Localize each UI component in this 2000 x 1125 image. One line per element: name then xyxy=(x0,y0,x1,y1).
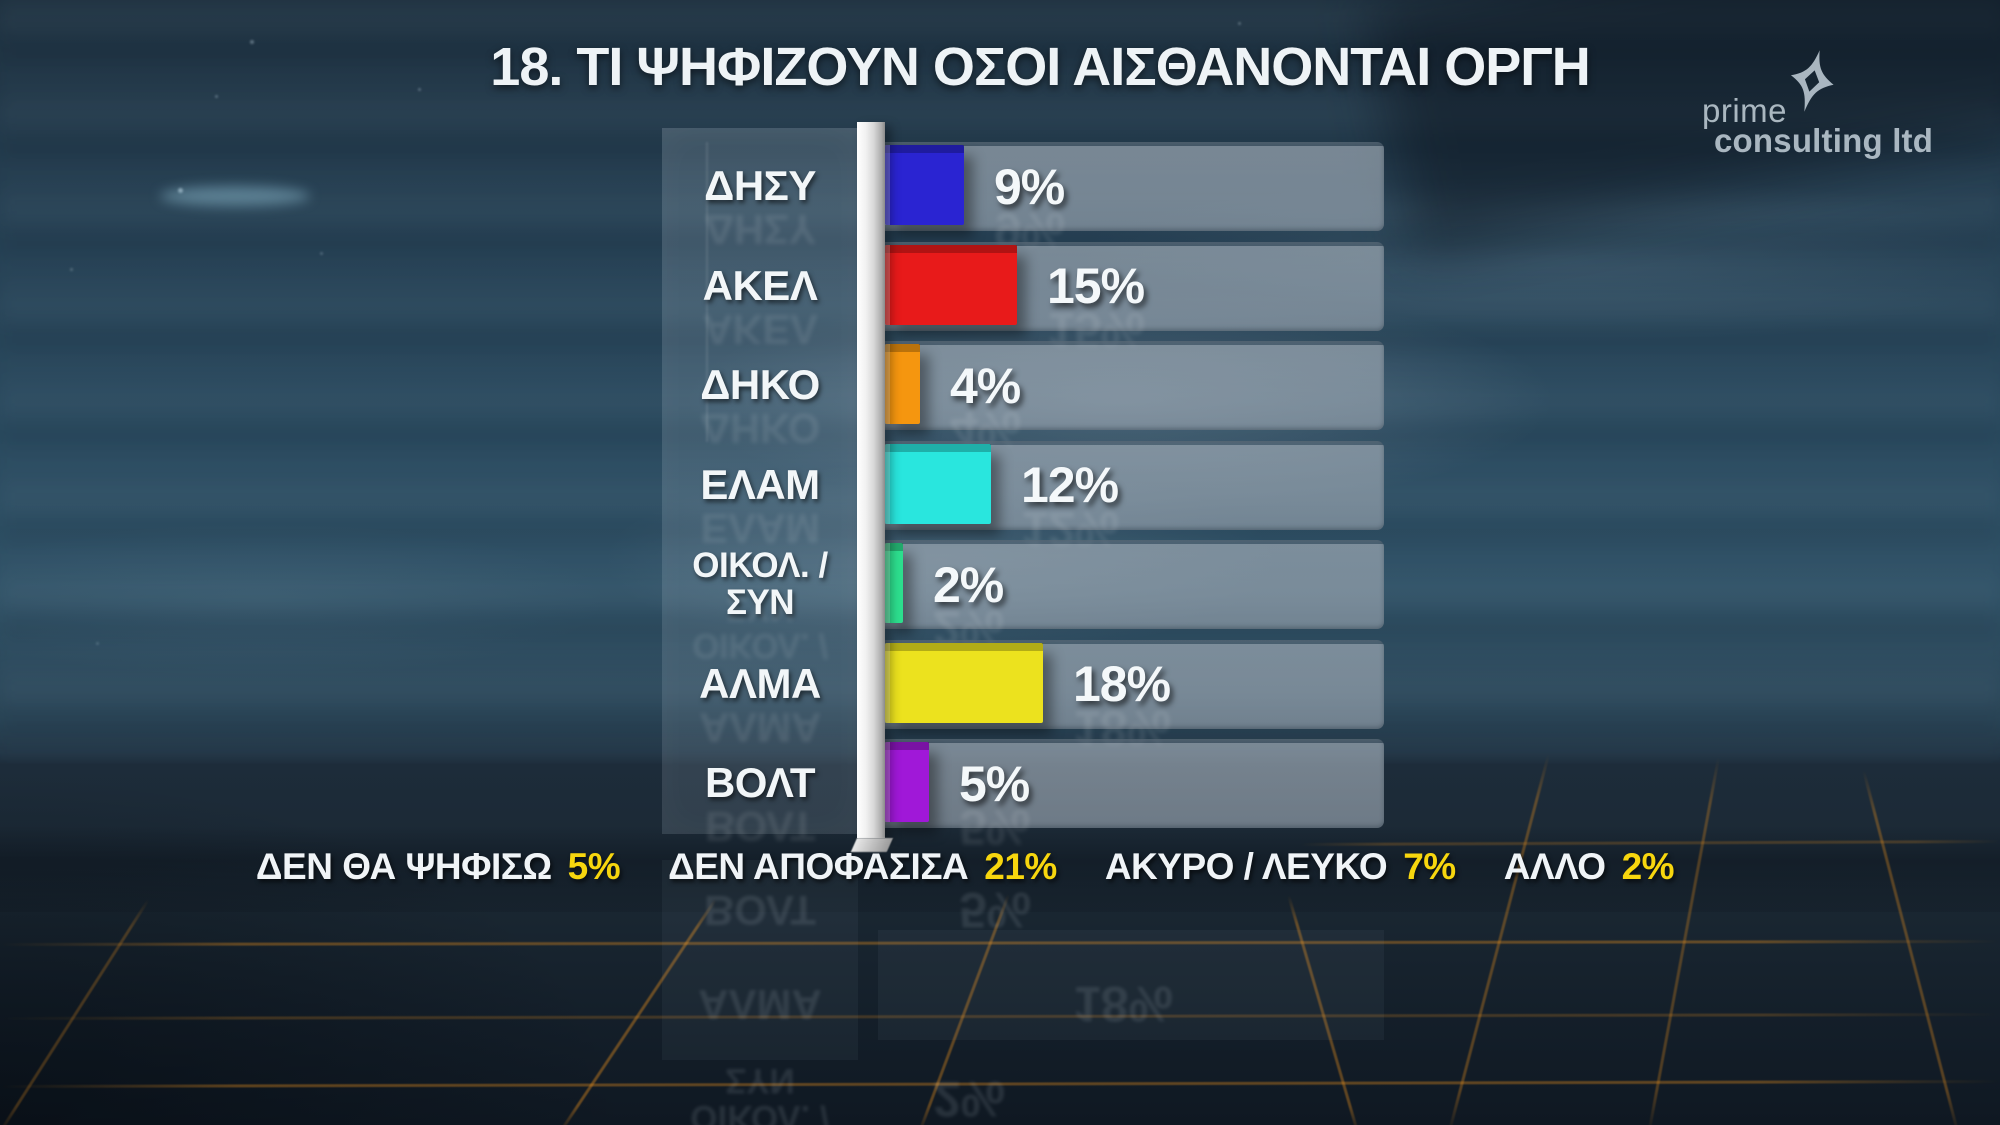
bokeh-dot xyxy=(1208,62,1210,64)
party-label: ΑΛΜΑ xyxy=(699,659,821,707)
star-icon xyxy=(1790,50,1834,112)
track-reflection xyxy=(878,930,1384,1040)
bar-track xyxy=(878,739,1384,828)
bar-track xyxy=(878,341,1384,430)
bar-value-label: 5% xyxy=(959,755,1030,812)
panel-highlight xyxy=(706,142,708,442)
panel-reflection xyxy=(662,860,858,1060)
bar-value-label: 18% xyxy=(1073,656,1171,712)
footer-item-label: ΑΛΛΟ xyxy=(1503,846,1606,887)
bokeh-dot xyxy=(178,188,183,193)
bar-track xyxy=(878,540,1384,629)
category-label-panel xyxy=(662,128,858,834)
bar-value-label: 9% xyxy=(994,158,1065,215)
footer-item: ΔΕΝ ΘΑ ΨΗΦΙΣΩ 5% xyxy=(255,846,621,888)
bokeh-dot xyxy=(320,252,323,255)
party-label-reflection: ΟΙΚΟΛ. / ΣΥΝ xyxy=(690,1061,830,1125)
bar-value-reflection: 18% xyxy=(1073,976,1174,1033)
bar xyxy=(885,642,1043,723)
bar-value-label: 15% xyxy=(1047,258,1145,314)
bar xyxy=(885,742,929,822)
chart-title: 18. ΤΙ ΨΗΦΙΖΟΥΝ ΟΣΟΙ ΑΙΣΘΑΝΟΝΤΑΙ ΟΡΓΗ xyxy=(490,37,1590,97)
bokeh-dot xyxy=(250,40,254,44)
floor-grid-line xyxy=(0,898,151,1125)
floor-grid-line xyxy=(1447,754,1550,1125)
bokeh-dot xyxy=(418,88,421,91)
bar-value-label: 4% xyxy=(950,357,1021,414)
bar-value-label: 2% xyxy=(933,556,1004,613)
party-label: ΒΟΛΤ xyxy=(704,759,816,807)
bokeh-dot xyxy=(70,268,73,271)
footer-item: ΑΛΛΟ 2% xyxy=(1503,846,1675,888)
party-label: ΔΗΣΥ xyxy=(704,162,816,210)
prime-consulting-logo: prime consulting ltd xyxy=(1690,48,1950,159)
footer-item-value: 2% xyxy=(1621,846,1675,887)
bar xyxy=(885,145,964,225)
light-streak xyxy=(160,186,310,206)
footer-item-label: ΔΕΝ ΑΠΟΦΑΣΙΣΑ xyxy=(668,846,969,887)
footer-legend: ΔΕΝ ΘΑ ΨΗΦΙΣΩ 5% ΔΕΝ ΑΠΟΦΑΣΙΣΑ 21% ΑΚΥΡΟ / Λ… xyxy=(0,846,1930,888)
bar xyxy=(885,244,1017,325)
footer-item-value: 21% xyxy=(984,846,1057,887)
party-label: ΟΙΚΟΛ. / ΣΥΝ xyxy=(692,545,828,622)
bar xyxy=(885,344,920,424)
footer-item-label: ΑΚΥΡΟ / ΛΕΥΚΟ xyxy=(1104,846,1388,887)
bar-value-label: 12% xyxy=(1021,457,1119,513)
logo-line2: consulting ltd xyxy=(1714,122,1934,159)
footer-item: ΑΚΥΡΟ / ΛΕΥΚΟ 7% xyxy=(1105,846,1456,888)
footer-item-label: ΔΕΝ ΘΑ ΨΗΦΙΣΩ xyxy=(255,846,552,887)
footer-item: ΔΕΝ ΑΠΟΦΑΣΙΣΑ 21% xyxy=(668,846,1057,888)
party-label-reflection: ΑΛΜΑ xyxy=(698,980,822,1028)
floor-grid-line xyxy=(1862,770,1960,1125)
logo-line1: prime xyxy=(1702,92,1788,129)
party-label: ΑΚΕΛ xyxy=(702,261,818,309)
footer-item-value: 7% xyxy=(1403,846,1456,887)
bokeh-dot xyxy=(215,95,218,98)
party-label: ΔΗΚΟ xyxy=(700,361,820,409)
footer-item-value: 5% xyxy=(567,846,621,887)
bokeh-dot xyxy=(96,642,99,645)
background-legend-band xyxy=(0,826,2000,912)
bar-value-reflection: 2% xyxy=(933,1070,1006,1125)
party-label: ΕΛΑΜ xyxy=(700,460,820,508)
bar xyxy=(885,443,991,524)
bar xyxy=(885,543,903,623)
bokeh-dot xyxy=(1238,22,1241,25)
axis-column xyxy=(857,122,885,838)
